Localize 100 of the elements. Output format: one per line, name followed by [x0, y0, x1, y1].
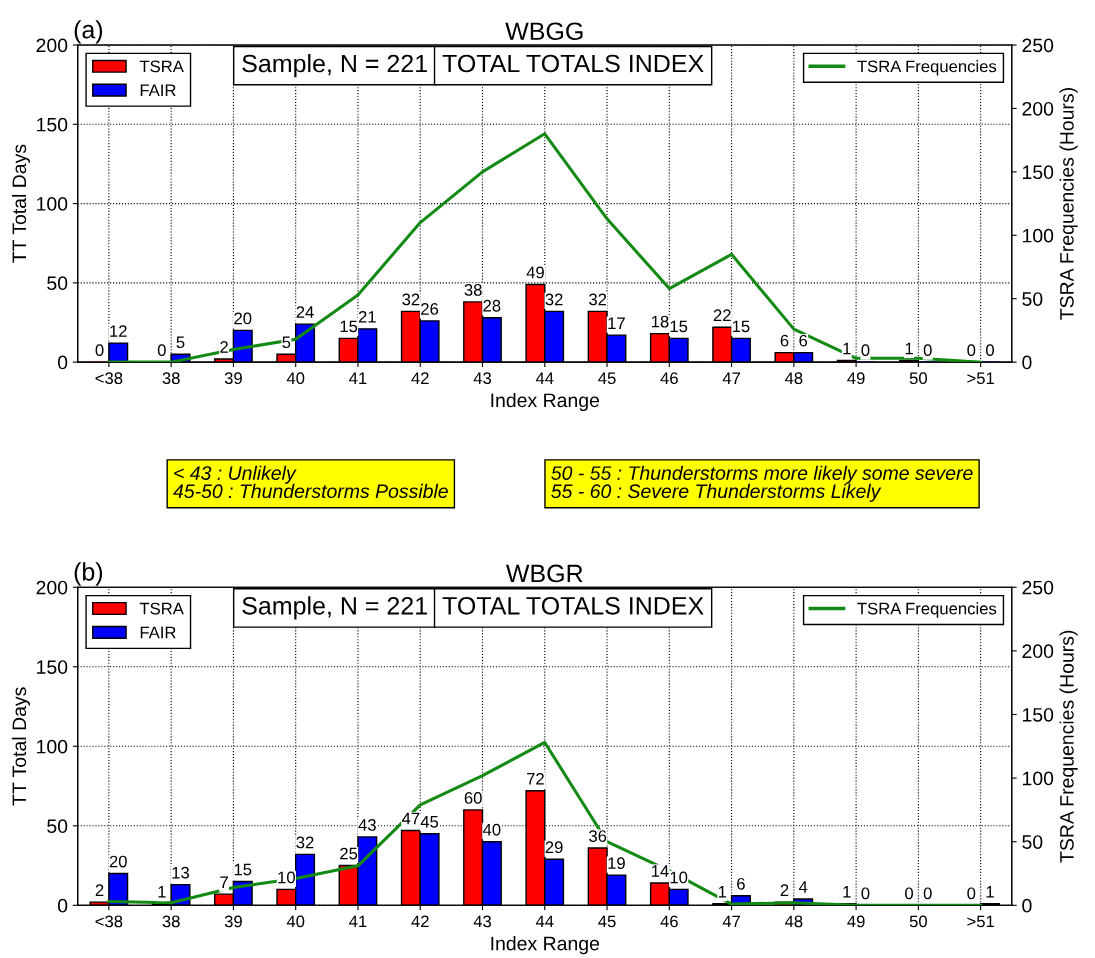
- annotation: Sample, N = 221: [242, 596, 427, 620]
- data-label: 7: [220, 876, 228, 888]
- x-tick-label: 48: [784, 915, 803, 928]
- data-label: 6: [799, 334, 808, 347]
- legend-label: FAIR: [140, 84, 176, 96]
- data-label: 17: [608, 317, 625, 329]
- data-label: 4: [798, 881, 808, 893]
- data-label: 10: [278, 871, 295, 884]
- x-tick-label: >51: [967, 915, 994, 928]
- data-label: 12: [110, 325, 127, 337]
- x-tick-label: 38: [162, 372, 180, 385]
- data-label: 20: [234, 312, 252, 325]
- data-label: 38: [464, 284, 482, 296]
- data-label: 0: [157, 344, 166, 357]
- data-label: 2: [780, 884, 789, 896]
- data-label: 0: [905, 887, 914, 900]
- x-tick-label: 44: [535, 915, 554, 928]
- x-tick-label: 49: [847, 372, 865, 385]
- y-tick-label: 50: [47, 276, 68, 291]
- data-label: 15: [234, 863, 252, 876]
- y-tick-label: 50: [47, 819, 68, 834]
- text: < 43 : Unlikely 45-50 : Thunderstorms Possible: [173, 465, 448, 499]
- data-label: 24: [296, 306, 314, 318]
- data-label: 1: [843, 886, 851, 898]
- data-label: 47: [402, 812, 420, 825]
- data-label: 1: [718, 886, 727, 898]
- y2-tick-label: 200: [1022, 101, 1054, 116]
- annotation: Sample, N = 221: [242, 53, 427, 78]
- data-label: 1: [843, 342, 851, 355]
- data-label: 15: [670, 320, 688, 333]
- y2-tick-label: 250: [1022, 580, 1054, 595]
- x-tick-label: 40: [286, 372, 305, 385]
- data-label: 0: [967, 887, 976, 900]
- x-tick-label: <38: [95, 372, 123, 385]
- y-tick-label: 150: [37, 117, 68, 132]
- data-label: 21: [358, 310, 376, 323]
- legend-label: TSRA: [139, 602, 184, 615]
- x-tick-label: 49: [847, 915, 865, 928]
- data-label: 60: [464, 792, 482, 804]
- x-tick-label: 43: [473, 372, 492, 385]
- x-tick-label: 38: [162, 915, 180, 928]
- y-tick-label: 200: [36, 38, 68, 53]
- data-label: 29: [545, 841, 563, 854]
- data-label: 25: [340, 847, 358, 860]
- data-label: 6: [780, 334, 789, 347]
- legend-label: TSRA: [139, 60, 184, 73]
- legend-label: FAIR: [140, 626, 176, 639]
- data-label: 1: [158, 886, 166, 898]
- data-label: 15: [340, 320, 358, 333]
- y2-tick-label: 50: [1022, 835, 1043, 849]
- y2-tick-label: 250: [1022, 38, 1054, 53]
- text: 50 - 55 : Thunderstorms more likely some severe 55 - 60 : Severe Thunderstorms Likely: [551, 465, 973, 502]
- data-label: 5: [282, 336, 291, 349]
- x-tick-label: 43: [473, 915, 492, 928]
- chart-title: WBGG: [505, 22, 583, 41]
- y2-tick-label: 200: [1022, 644, 1054, 659]
- legend-label: TSRA Frequencies: [857, 602, 997, 618]
- x-tick-label: 47: [722, 915, 740, 928]
- y-tick-label: 0: [57, 355, 68, 370]
- chart-title: WBGR: [505, 564, 583, 583]
- y-axis-title: TT Total Days: [11, 144, 31, 263]
- y-tick-label: 100: [37, 197, 68, 211]
- data-label: 28: [483, 299, 501, 312]
- data-label: 13: [172, 866, 190, 879]
- y-tick-label: 150: [37, 660, 68, 675]
- data-label: 0: [861, 344, 870, 357]
- data-label: 19: [608, 857, 625, 870]
- data-label: 1: [905, 342, 913, 355]
- x-tick-label: 47: [722, 372, 740, 384]
- data-label: 40: [482, 823, 501, 836]
- x-tick-label: 48: [784, 372, 803, 385]
- y-axis-title: TT Total Days: [11, 687, 31, 806]
- data-label: 32: [545, 293, 563, 306]
- x-axis-title: Index Range: [491, 936, 600, 955]
- x-tick-label: 46: [660, 915, 678, 928]
- data-label: 0: [95, 344, 104, 357]
- y2-axis-title: TSRA Frequencies (Hours): [1059, 88, 1078, 320]
- data-label: 72: [527, 772, 544, 785]
- text: (b): [74, 562, 103, 586]
- x-tick-label: 39: [224, 915, 242, 928]
- data-label: 2: [220, 341, 228, 353]
- data-label: 5: [176, 336, 185, 349]
- y-tick-label: 200: [36, 580, 68, 595]
- x-tick-label: 42: [411, 915, 429, 928]
- data-label: 0: [986, 344, 994, 357]
- x-tick-label: 46: [660, 372, 678, 385]
- data-label: 20: [109, 855, 127, 868]
- data-label: 1: [986, 886, 994, 898]
- x-tick-label: 50: [909, 372, 927, 385]
- x-tick-label: 42: [411, 372, 429, 384]
- x-tick-label: 41: [349, 915, 367, 928]
- annotation: TOTAL TOTALS INDEX: [442, 54, 704, 73]
- x-tick-label: <38: [95, 915, 123, 928]
- y2-tick-label: 150: [1022, 707, 1054, 722]
- y2-axis-title: TSRA Frequencies (Hours): [1059, 630, 1078, 863]
- y2-tick-label: 0: [1022, 898, 1032, 913]
- data-label: 36: [589, 830, 607, 842]
- y2-tick-label: 100: [1022, 771, 1054, 786]
- data-label: 45: [420, 816, 439, 828]
- data-label: 18: [651, 315, 669, 328]
